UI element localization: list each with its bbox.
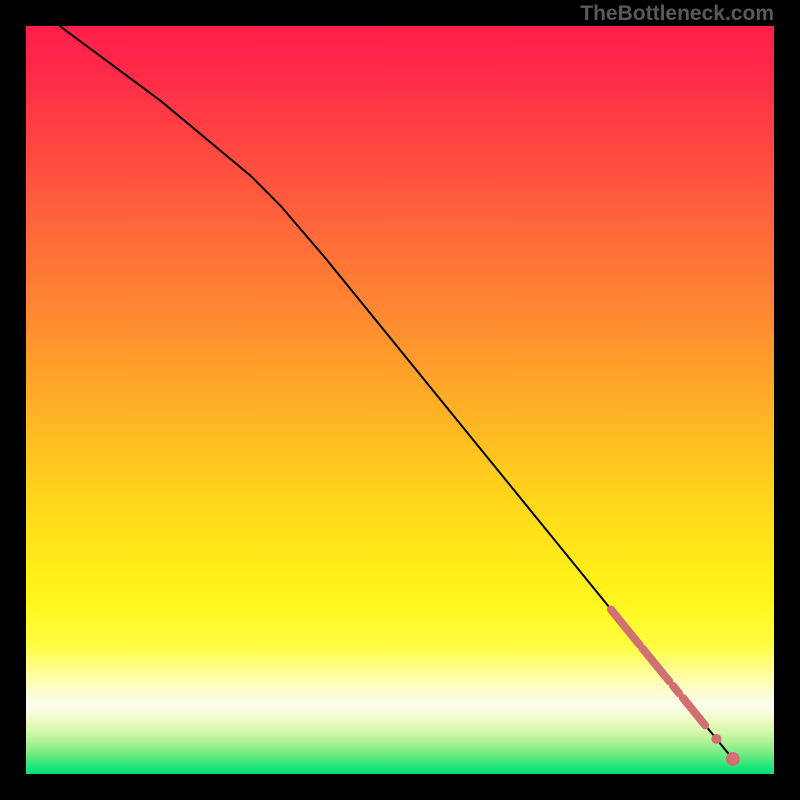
chart-svg — [26, 26, 774, 774]
plot-area — [26, 26, 774, 774]
watermark-text: TheBottleneck.com — [580, 2, 774, 26]
watermark-label: TheBottleneck.com — [580, 2, 774, 25]
gradient-background — [26, 26, 774, 774]
